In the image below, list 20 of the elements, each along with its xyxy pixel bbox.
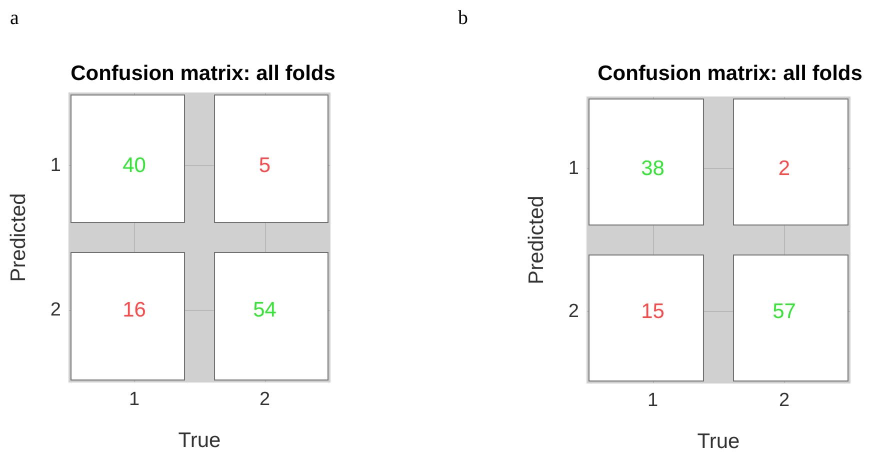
x-tick-label: 1 [647,390,658,411]
data-label: 54 [253,298,277,322]
x-tick-label: 1 [128,389,140,410]
data-label: 15 [641,300,664,323]
x-tick-label: 2 [778,390,790,411]
chart-title: Confusion matrix: all folds [70,62,336,85]
y-axis-title: Predicted [7,193,30,282]
text: a [10,7,19,29]
data-label: 57 [772,300,796,323]
data-label: 40 [122,154,146,177]
data-label: 5 [258,154,271,177]
y-axis-title: Predicted [525,196,548,284]
chart-title: Confusion matrix: all folds [598,62,862,85]
text: b [458,7,468,29]
x-axis-title: True [178,429,221,452]
data-label: 38 [641,157,664,180]
x-axis-title: True [697,430,740,453]
data-label: 2 [778,157,790,180]
data-label: 16 [122,298,146,322]
x-tick-label: 2 [259,389,270,410]
